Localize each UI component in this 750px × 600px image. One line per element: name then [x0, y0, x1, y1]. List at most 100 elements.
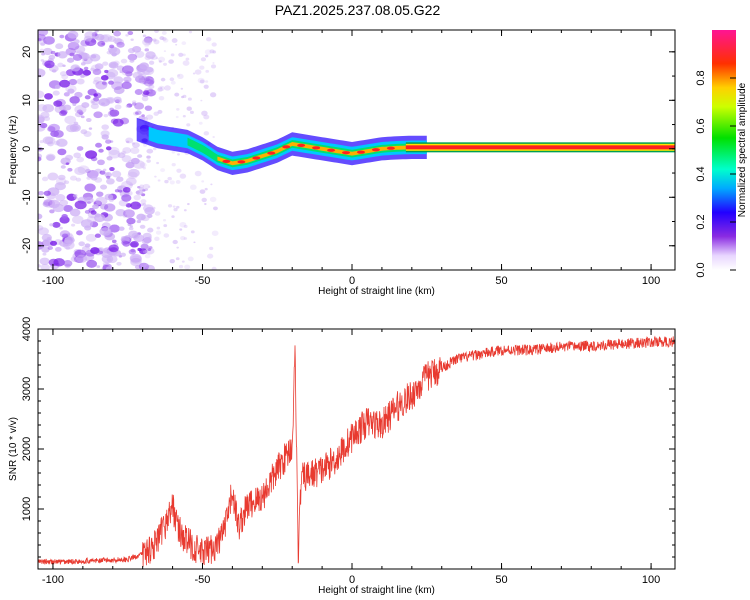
noise-blob — [211, 42, 217, 47]
noise-blob — [95, 80, 108, 90]
noise-blob — [88, 207, 95, 213]
noise-blob — [116, 176, 124, 182]
noise-blob — [44, 93, 53, 100]
noise-blob — [163, 50, 167, 53]
noise-blob — [126, 140, 130, 144]
noise-blob — [160, 77, 166, 82]
noise-blob — [80, 219, 93, 228]
noise-blob — [125, 104, 130, 108]
noise-blob — [89, 53, 101, 62]
noise-blob — [114, 189, 120, 193]
noise-blob — [142, 183, 150, 190]
noise-blob — [111, 170, 122, 178]
noise-blob — [83, 35, 92, 42]
noise-blob — [38, 68, 46, 78]
noise-blob — [147, 213, 153, 218]
noise-blob — [53, 100, 63, 107]
noise-blob — [125, 34, 129, 37]
noise-blob — [121, 240, 128, 246]
noise-blob — [57, 51, 68, 59]
colorbar-tick-label: 0.6 — [695, 118, 707, 133]
noise-blob — [137, 186, 141, 189]
noise-blob — [148, 186, 151, 188]
noise-blob — [94, 63, 104, 70]
heatmap-xtick-label: 50 — [495, 275, 507, 287]
heatmap-ytick-label: -20 — [21, 238, 33, 254]
noise-blob — [40, 42, 45, 46]
noise-blob — [123, 76, 132, 83]
heatmap-xtick-label: -100 — [42, 275, 64, 287]
noise-blob — [137, 154, 143, 158]
noise-blob — [99, 34, 110, 43]
noise-blob — [63, 205, 73, 213]
noise-blob — [160, 87, 163, 89]
noise-blob — [145, 51, 156, 59]
noise-blob — [129, 59, 135, 63]
ridge-peak — [312, 146, 321, 150]
noise-blob — [86, 259, 98, 268]
noise-blob — [131, 232, 140, 239]
noise-blob — [39, 122, 48, 129]
noise-blob — [62, 240, 75, 250]
tone-core — [405, 145, 675, 150]
ridge-core — [217, 142, 427, 166]
ridge-peak — [327, 148, 336, 152]
noise-blob — [160, 168, 166, 173]
noise-blob — [143, 37, 153, 44]
ridge-peak — [222, 159, 231, 163]
noise-blob — [143, 64, 146, 67]
noise-blob — [59, 216, 70, 224]
noise-blob — [72, 215, 84, 224]
noise-blob — [152, 147, 157, 151]
noise-blob — [167, 176, 172, 181]
noise-blob — [49, 240, 58, 246]
noise-blob — [49, 223, 54, 227]
noise-blob — [172, 205, 176, 208]
noise-blob — [189, 110, 194, 114]
noise-blob — [55, 194, 66, 202]
noise-blob — [171, 38, 178, 43]
noise-blob — [99, 170, 106, 175]
noise-blob — [144, 263, 151, 269]
noise-blob — [138, 262, 150, 270]
noise-blob — [101, 134, 109, 140]
noise-blob — [199, 189, 206, 194]
noise-blob — [163, 62, 167, 66]
noise-blob — [90, 210, 97, 215]
noise-blob — [47, 126, 56, 133]
noise-blob — [171, 215, 175, 218]
noise-blob — [130, 257, 142, 267]
noise-blob — [212, 62, 215, 64]
noise-blob — [55, 43, 64, 50]
noise-blob — [66, 57, 75, 63]
noise-blob — [168, 59, 174, 64]
noise-blob — [126, 217, 136, 225]
noise-blob — [139, 162, 147, 168]
noise-blob — [111, 52, 117, 57]
noise-blob — [68, 78, 78, 86]
noise-blob — [205, 80, 209, 83]
noise-blob — [209, 196, 217, 203]
colorbar-tick-label: 0.2 — [695, 214, 707, 229]
noise-blob — [175, 115, 179, 119]
noise-blob — [50, 50, 56, 55]
noise-blob — [73, 152, 82, 159]
noise-blob — [139, 62, 149, 70]
noise-blob — [95, 196, 108, 206]
noise-blob — [141, 95, 149, 102]
noise-blob — [179, 173, 187, 179]
noise-blob — [209, 92, 217, 98]
noise-blob — [59, 79, 71, 88]
noise-blob — [109, 109, 120, 117]
noise-blob — [42, 252, 47, 256]
noise-blob — [155, 230, 162, 235]
noise-blob — [74, 105, 87, 114]
noise-blob — [132, 142, 140, 148]
noise-blob — [177, 153, 180, 156]
noise-blob — [177, 73, 184, 79]
noise-blob — [104, 172, 112, 178]
noise-blob — [85, 117, 92, 123]
noise-blob — [98, 148, 104, 153]
noise-blob — [84, 183, 96, 192]
noise-blob — [158, 60, 162, 63]
